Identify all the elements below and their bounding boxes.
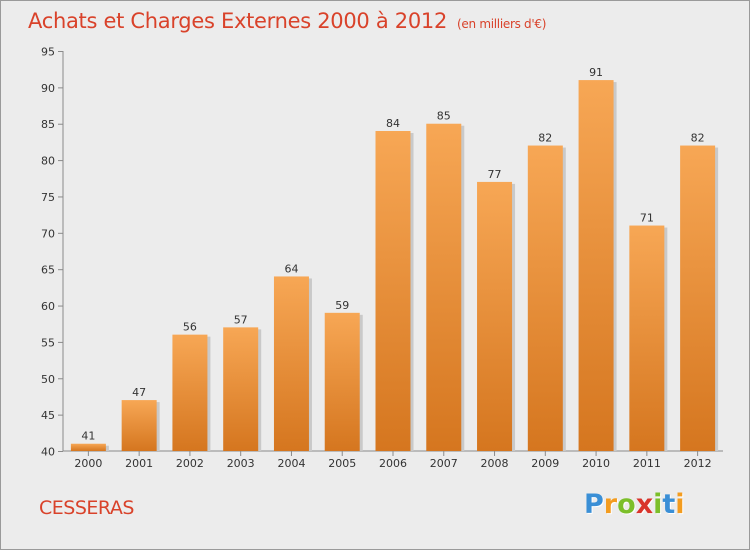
x-tick-label-2008: 2008 [481, 457, 509, 470]
x-tick-label-2004: 2004 [277, 457, 305, 470]
y-tick-label: 90 [41, 82, 55, 95]
x-tick-label-2005: 2005 [328, 457, 356, 470]
bar-2012 [680, 145, 716, 451]
data-label-2002: 56 [183, 321, 197, 334]
x-tick-label-2002: 2002 [176, 457, 204, 470]
x-tick-label-2009: 2009 [531, 457, 559, 470]
y-tick-label: 85 [41, 118, 55, 131]
proxiti-logo: Proxiti [584, 489, 685, 520]
y-tick-label: 70 [41, 227, 55, 240]
y-tick-label: 75 [41, 191, 55, 204]
bar-2011 [629, 225, 665, 451]
logo-letter: P [584, 489, 604, 520]
bar-2009 [527, 145, 563, 451]
x-tick-label-2003: 2003 [227, 457, 255, 470]
bar-2002 [172, 334, 208, 451]
town-name: CESSERAS [39, 497, 134, 519]
data-label-2007: 85 [437, 110, 451, 123]
x-tick-label-2001: 2001 [125, 457, 153, 470]
x-tick-label-2000: 2000 [74, 457, 102, 470]
bar-2003 [223, 327, 259, 451]
chart-subtitle: (en milliers d'€) [457, 17, 547, 31]
x-tick-label-2006: 2006 [379, 457, 407, 470]
y-tick-label: 95 [41, 46, 55, 59]
bar-2010 [578, 80, 614, 451]
y-tick-label: 80 [41, 155, 55, 168]
y-tick-label: 55 [41, 336, 55, 349]
y-tick-label: 60 [41, 300, 55, 313]
logo-letter: t [662, 489, 676, 520]
data-label-2012: 82 [691, 132, 705, 145]
data-label-2001: 47 [132, 386, 146, 399]
logo-letter: r [603, 489, 618, 520]
bar-2006 [375, 131, 411, 451]
data-label-2003: 57 [234, 313, 248, 326]
x-tick-label-2012: 2012 [684, 457, 712, 470]
bar-2001 [121, 400, 157, 451]
data-label-2006: 84 [386, 117, 400, 130]
y-tick-label: 45 [41, 409, 55, 422]
logo-letter: x [635, 489, 654, 520]
x-tick-label-2010: 2010 [582, 457, 610, 470]
data-label-2005: 59 [335, 299, 349, 312]
data-label-2009: 82 [538, 132, 552, 145]
data-label-2000: 41 [81, 430, 95, 443]
x-tick-label-2007: 2007 [430, 457, 458, 470]
bar-2007 [426, 123, 462, 452]
bar-2008 [477, 181, 513, 451]
logo-letter: o [617, 489, 636, 520]
bar-2000 [70, 443, 106, 451]
logo-letter: i [675, 489, 685, 520]
x-tick-label-2011: 2011 [633, 457, 661, 470]
y-tick-label: 50 [41, 373, 55, 386]
data-label-2010: 91 [589, 66, 603, 79]
y-tick-label: 65 [41, 264, 55, 277]
logo-letter: i [653, 489, 663, 520]
data-label-2011: 71 [640, 212, 654, 225]
bar-2004 [273, 276, 309, 451]
data-label-2004: 64 [284, 262, 298, 275]
data-label-2008: 77 [488, 168, 502, 181]
y-tick-label: 40 [41, 446, 55, 459]
bar-2005 [324, 312, 360, 451]
chart-title-text: Achats et Charges Externes 2000 à 2012 [28, 9, 448, 33]
chart-bars: 41 47 56 57 64 59 84 85 77 82 91 71 82 [70, 66, 719, 452]
chart-axes: 40 45 50 55 60 65 70 75 80 85 90 95 2000 2001 2002 2003… [41, 46, 723, 470]
chart-title: Achats et Charges Externes 2000 à 2012 (e… [28, 9, 546, 33]
